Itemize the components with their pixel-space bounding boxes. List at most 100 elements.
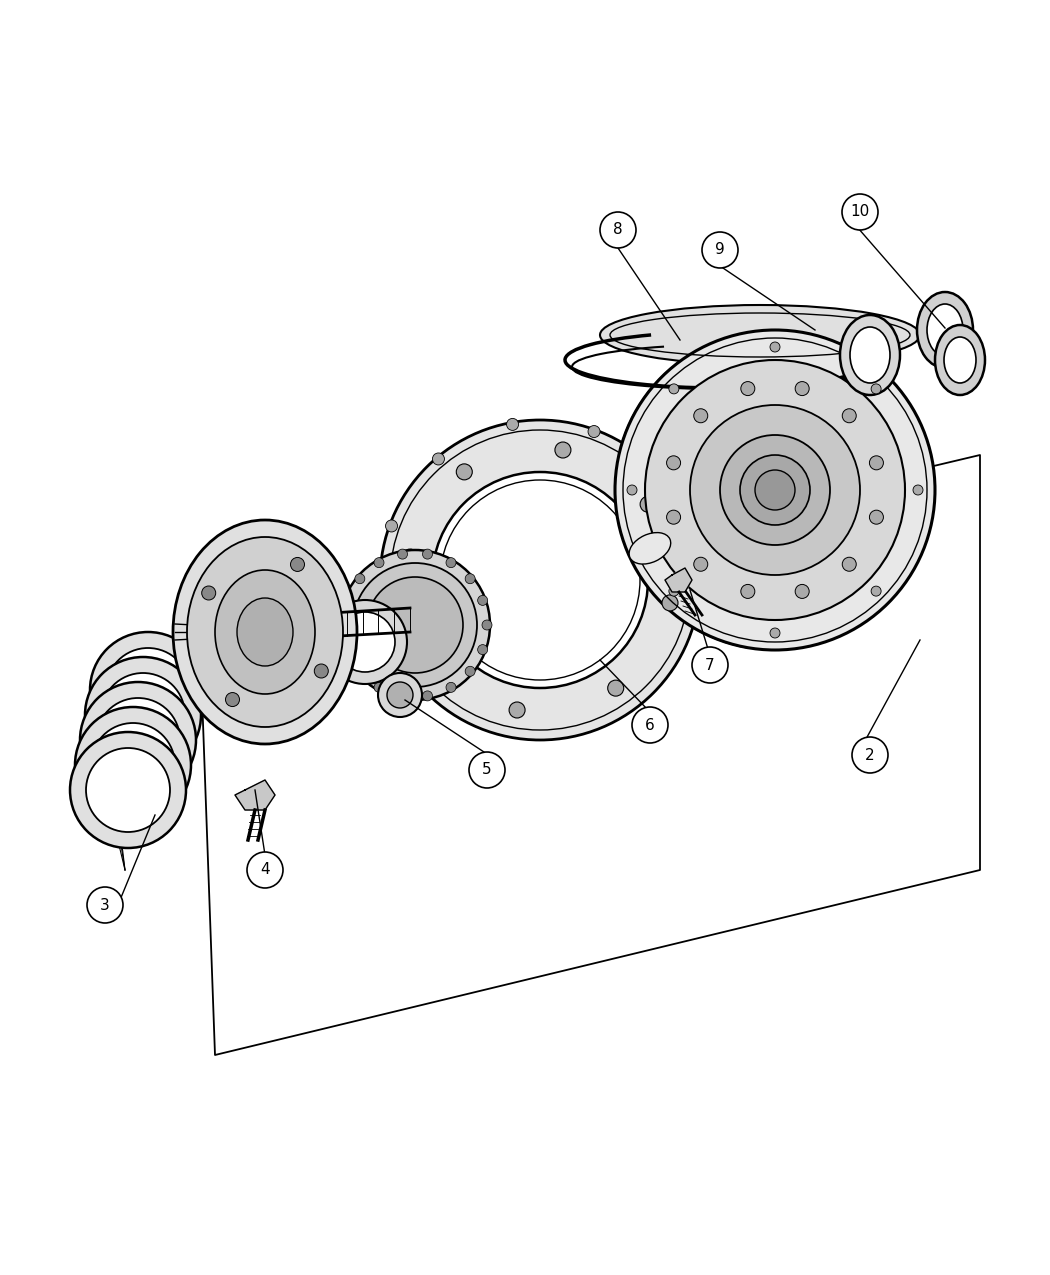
Text: 6: 6 [645,718,655,733]
Ellipse shape [640,496,656,513]
Ellipse shape [944,337,977,382]
Ellipse shape [755,470,795,510]
Ellipse shape [70,732,186,848]
Ellipse shape [353,564,477,687]
Circle shape [469,752,505,788]
Ellipse shape [840,315,900,395]
Ellipse shape [914,484,923,495]
Circle shape [702,232,738,268]
Ellipse shape [446,682,456,692]
Ellipse shape [741,584,755,598]
Ellipse shape [340,550,490,700]
Ellipse shape [374,682,384,692]
Ellipse shape [669,586,679,597]
Ellipse shape [842,557,856,571]
Ellipse shape [398,550,407,560]
Text: 8: 8 [613,223,623,237]
Circle shape [87,887,123,923]
Ellipse shape [795,381,810,395]
Ellipse shape [422,550,433,560]
Ellipse shape [440,479,640,680]
Ellipse shape [872,384,881,394]
Ellipse shape [390,430,690,731]
Ellipse shape [368,578,463,673]
Ellipse shape [720,435,830,544]
Ellipse shape [80,682,196,798]
Ellipse shape [741,381,755,395]
Ellipse shape [237,598,293,666]
Ellipse shape [795,584,810,598]
Ellipse shape [655,473,667,484]
Ellipse shape [869,510,883,524]
Ellipse shape [380,419,700,740]
Circle shape [600,212,636,249]
Ellipse shape [694,409,708,423]
Ellipse shape [770,342,780,352]
Ellipse shape [627,484,637,495]
Ellipse shape [446,557,456,567]
Text: 9: 9 [715,242,724,258]
Ellipse shape [355,667,364,676]
Ellipse shape [433,453,444,465]
Ellipse shape [106,648,190,732]
Ellipse shape [669,384,679,394]
Ellipse shape [291,557,304,571]
Ellipse shape [465,574,476,584]
Text: 2: 2 [865,747,875,762]
Circle shape [852,737,888,773]
Ellipse shape [424,648,440,664]
Ellipse shape [869,456,883,469]
Circle shape [247,852,284,887]
Ellipse shape [615,330,934,650]
Ellipse shape [202,586,215,601]
Ellipse shape [457,464,472,479]
Ellipse shape [608,680,624,696]
Ellipse shape [335,612,395,672]
Text: 10: 10 [850,204,869,219]
Ellipse shape [402,550,418,565]
Ellipse shape [387,682,413,708]
Ellipse shape [338,620,348,630]
Ellipse shape [465,667,476,676]
Circle shape [632,708,668,743]
Ellipse shape [478,595,487,606]
Ellipse shape [342,645,353,654]
Ellipse shape [842,409,856,423]
Ellipse shape [101,673,185,757]
Ellipse shape [91,723,175,807]
Ellipse shape [215,570,315,694]
Circle shape [692,646,728,683]
Ellipse shape [850,326,890,382]
Ellipse shape [385,520,398,532]
Ellipse shape [478,645,487,654]
Ellipse shape [355,574,364,584]
Ellipse shape [872,586,881,597]
Ellipse shape [187,537,343,727]
Text: 5: 5 [482,762,491,778]
Ellipse shape [482,620,492,630]
Ellipse shape [86,748,170,833]
Ellipse shape [374,557,384,567]
Ellipse shape [85,657,201,773]
Polygon shape [235,780,275,810]
Ellipse shape [75,708,191,822]
Ellipse shape [917,292,973,368]
Ellipse shape [422,691,433,701]
Ellipse shape [645,360,905,620]
Ellipse shape [96,697,180,782]
Ellipse shape [554,442,571,458]
Ellipse shape [629,533,671,564]
Ellipse shape [740,455,810,525]
Ellipse shape [342,595,353,606]
Ellipse shape [662,595,678,611]
Text: 4: 4 [260,862,270,877]
Ellipse shape [323,601,407,683]
Ellipse shape [509,703,525,718]
Ellipse shape [588,426,600,437]
Ellipse shape [226,692,239,706]
Ellipse shape [927,303,963,356]
Ellipse shape [690,405,860,575]
Ellipse shape [667,510,680,524]
Polygon shape [394,671,434,700]
Ellipse shape [90,632,206,748]
